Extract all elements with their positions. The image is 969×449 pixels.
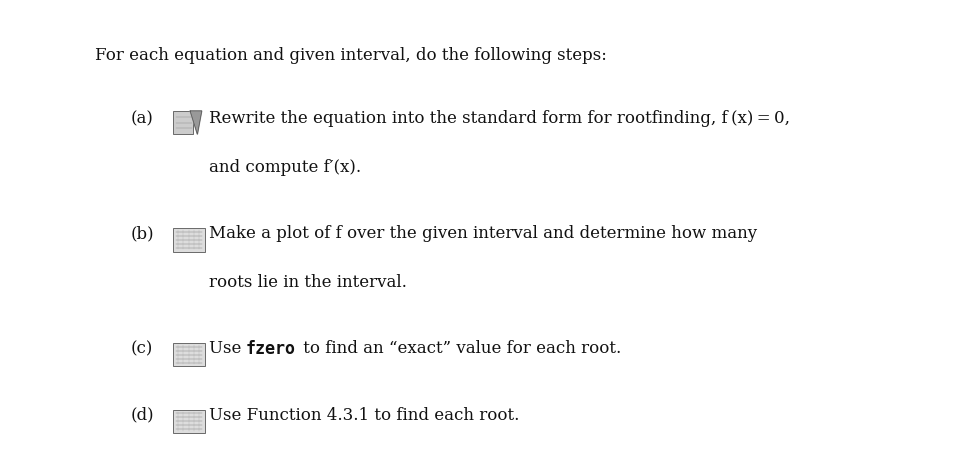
Text: Make a plot of f over the given interval and determine how many: Make a plot of f over the given interval… <box>208 225 756 242</box>
Text: For each equation and given interval, do the following steps:: For each equation and given interval, do… <box>95 47 607 64</box>
Text: fzero: fzero <box>245 340 296 358</box>
Text: (a): (a) <box>131 110 154 127</box>
Text: roots lie in the interval.: roots lie in the interval. <box>208 273 406 291</box>
Text: (d): (d) <box>131 406 154 423</box>
Text: (b): (b) <box>131 225 154 242</box>
Text: (c): (c) <box>131 340 153 357</box>
Text: Use Function 4.3.1 to find each root.: Use Function 4.3.1 to find each root. <box>208 406 518 423</box>
Text: and compute f′(x).: and compute f′(x). <box>208 158 360 176</box>
Text: to find an “exact” value for each root.: to find an “exact” value for each root. <box>297 340 620 357</box>
Bar <box>172 111 193 134</box>
Bar <box>172 409 204 433</box>
Text: Rewrite the equation into the standard form for rootfinding, f (x) = 0,: Rewrite the equation into the standard f… <box>208 110 789 127</box>
Bar <box>172 343 204 366</box>
Bar <box>172 228 204 251</box>
Text: Use: Use <box>208 340 246 357</box>
Polygon shape <box>190 111 202 134</box>
